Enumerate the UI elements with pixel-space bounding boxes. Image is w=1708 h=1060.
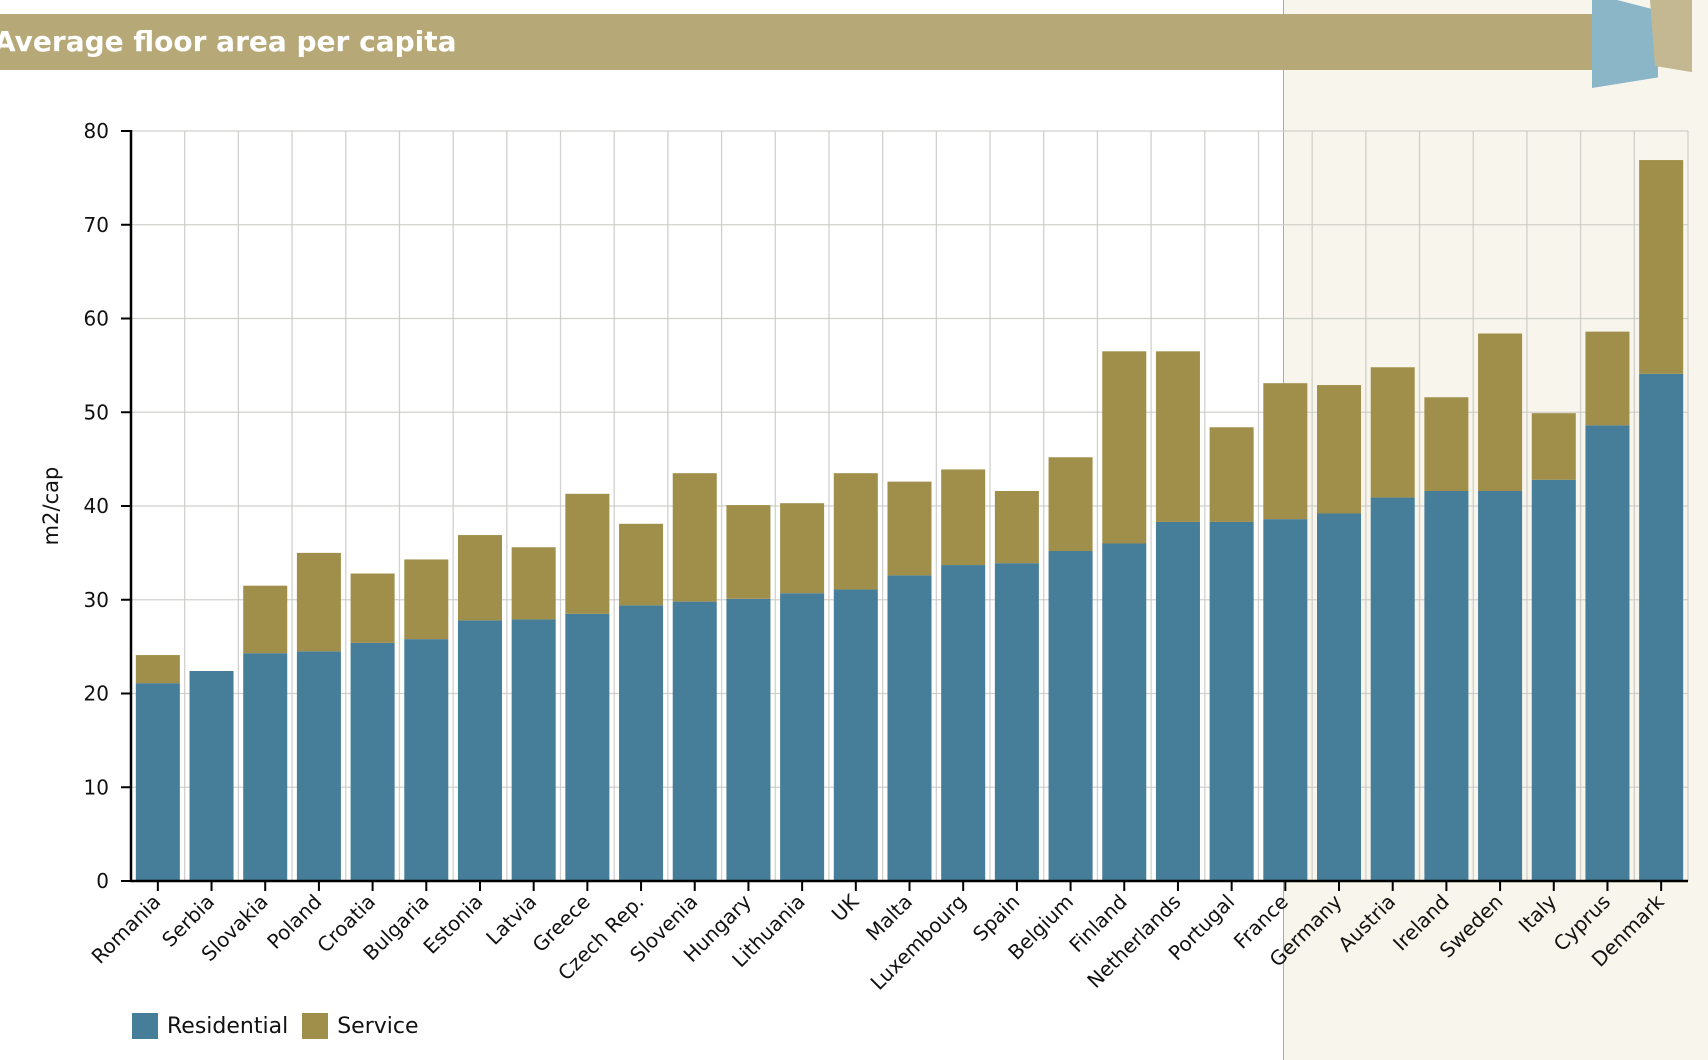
- bar-service-france: [1263, 383, 1308, 520]
- y-tick-label: 30: [84, 588, 109, 612]
- bar-service-poland: [296, 552, 341, 652]
- bar-service-romania: [135, 655, 180, 684]
- bar-residential-uk: [833, 589, 878, 881]
- bar-residential-luxembourg: [941, 565, 986, 881]
- bar-service-sweden: [1478, 333, 1523, 491]
- bar-residential-greece: [565, 613, 610, 881]
- x-tick-label: Estonia: [418, 890, 487, 959]
- bar-service-portugal: [1209, 427, 1254, 522]
- title-bar: [0, 14, 1632, 70]
- bar-service-ireland: [1424, 397, 1469, 491]
- legend-label: Residential: [167, 1013, 289, 1039]
- bars: [135, 160, 1684, 881]
- y-tick-label: 40: [84, 494, 109, 518]
- bar-service-estonia: [457, 535, 502, 621]
- legend-item-residential[interactable]: Residential: [132, 1013, 288, 1039]
- bar-residential-slovenia: [672, 601, 717, 881]
- bar-service-spain: [994, 491, 1039, 564]
- bar-residential-malta: [887, 575, 932, 881]
- bar-service-latvia: [511, 547, 556, 620]
- bar-residential-austria: [1370, 497, 1415, 881]
- bar-service-denmark: [1639, 160, 1684, 374]
- y-ticks: 0 10 20 30 40 50 60 70 80: [84, 119, 131, 893]
- bar-service-belgium: [1048, 457, 1093, 551]
- bar-service-italy: [1531, 413, 1576, 480]
- bar-residential-poland: [296, 651, 341, 881]
- bar-residential-croatia: [350, 642, 395, 881]
- y-tick-label: 10: [84, 775, 109, 799]
- logo-shape-tan: [1650, 0, 1692, 73]
- bar-residential-sweden: [1478, 491, 1523, 881]
- bar-residential-lithuania: [780, 593, 825, 881]
- bar-service-slovakia: [243, 585, 288, 654]
- bar-residential-bulgaria: [404, 639, 449, 881]
- bar-residential-netherlands: [1155, 521, 1200, 881]
- bar-residential-slovakia: [243, 653, 288, 881]
- y-axis-label: m2/cap: [39, 467, 63, 546]
- legend-swatch-residential: [132, 1013, 158, 1039]
- logo-shape-blue: [1592, 0, 1658, 88]
- bar-residential-italy: [1531, 479, 1576, 881]
- bar-residential-germany: [1317, 513, 1362, 881]
- y-tick-label: 80: [84, 119, 109, 143]
- bar-service-greece: [565, 493, 610, 614]
- x-tick-label: UK: [827, 889, 864, 926]
- bar-residential-ireland: [1424, 491, 1469, 881]
- x-ticks: RomaniaSerbiaSlovakiaPolandCroatiaBulgar…: [87, 881, 1669, 995]
- y-tick-label: 50: [84, 400, 109, 424]
- y-tick-label: 70: [84, 213, 109, 237]
- bar-service-netherlands: [1155, 351, 1200, 522]
- bar-service-germany: [1317, 385, 1362, 514]
- bar-residential-portugal: [1209, 521, 1254, 881]
- bar-service-bulgaria: [404, 559, 449, 640]
- bar-service-lithuania: [780, 503, 825, 594]
- bar-service-slovenia: [672, 473, 717, 602]
- y-tick-label: 20: [84, 682, 109, 706]
- bar-service-hungary: [726, 505, 771, 599]
- bar-residential-latvia: [511, 619, 556, 881]
- x-tick-label: Austria: [1333, 890, 1400, 957]
- bar-service-uk: [833, 473, 878, 590]
- bar-residential-serbia: [189, 671, 234, 881]
- bar-service-cyprus: [1585, 331, 1630, 426]
- legend-swatch-service: [302, 1013, 329, 1039]
- x-tick-label: Italy: [1514, 889, 1562, 937]
- chart-title: Average floor area per capita: [0, 25, 457, 58]
- legend-label: Service: [337, 1013, 419, 1039]
- legend-item-service[interactable]: Service: [302, 1013, 419, 1039]
- y-tick-label: 0: [96, 869, 109, 893]
- bar-residential-france: [1263, 519, 1308, 881]
- bar-service-austria: [1370, 367, 1415, 498]
- x-tick-label: Romania: [87, 890, 166, 969]
- y-tick-label: 60: [84, 307, 109, 331]
- bar-service-malta: [887, 481, 932, 576]
- bar-residential-hungary: [726, 598, 771, 881]
- legend: Residential Service: [132, 1013, 433, 1039]
- bar-residential-finland: [1102, 543, 1147, 881]
- bar-service-finland: [1102, 351, 1147, 544]
- bar-service-czech-rep-: [619, 523, 664, 606]
- bar-service-luxembourg: [941, 469, 986, 566]
- bar-service-croatia: [350, 573, 395, 643]
- bar-residential-denmark: [1639, 373, 1684, 881]
- bar-residential-belgium: [1048, 551, 1093, 881]
- bar-residential-romania: [135, 683, 180, 881]
- bar-residential-czech-rep-: [619, 605, 664, 881]
- bar-residential-spain: [994, 563, 1039, 881]
- bar-residential-cyprus: [1585, 425, 1630, 881]
- bar-residential-estonia: [457, 620, 502, 881]
